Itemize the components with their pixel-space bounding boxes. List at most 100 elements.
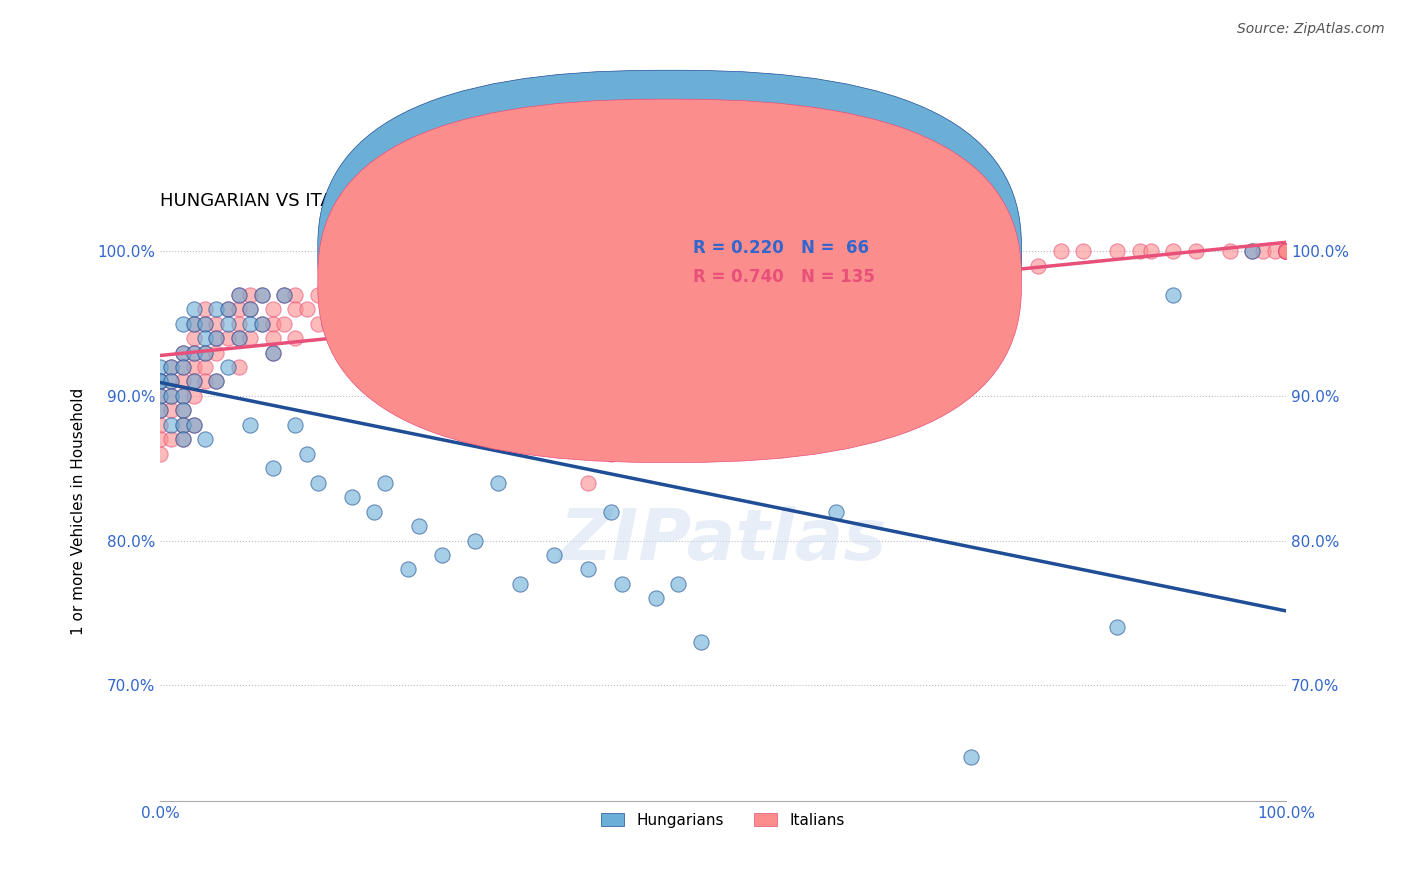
Point: [531, 287, 554, 301]
Point: [160, 375, 183, 389]
Point: [149, 375, 172, 389]
Point: [1185, 244, 1208, 259]
Point: [1275, 244, 1298, 259]
Point: [486, 287, 509, 301]
Point: [228, 302, 250, 317]
Point: [644, 591, 666, 606]
Point: [149, 359, 172, 374]
Point: [1275, 244, 1298, 259]
Point: [396, 302, 419, 317]
Point: [295, 447, 318, 461]
Point: [464, 533, 486, 548]
Point: [599, 505, 621, 519]
Point: [160, 389, 183, 403]
Point: [183, 331, 205, 345]
Point: [149, 389, 172, 403]
Point: [239, 302, 262, 317]
Point: [329, 317, 352, 331]
Point: [666, 577, 689, 591]
Point: [205, 317, 228, 331]
Point: [250, 287, 273, 301]
Point: [824, 505, 846, 519]
Point: [295, 302, 318, 317]
Point: [1275, 244, 1298, 259]
FancyBboxPatch shape: [638, 228, 908, 306]
Point: [239, 302, 262, 317]
Point: [1275, 244, 1298, 259]
Point: [993, 259, 1015, 273]
Point: [205, 375, 228, 389]
Point: [183, 417, 205, 432]
Point: [621, 302, 644, 317]
Point: [205, 375, 228, 389]
Point: [205, 331, 228, 345]
Point: [172, 317, 194, 331]
Point: [576, 562, 599, 576]
Point: [262, 345, 284, 359]
Point: [408, 287, 430, 301]
Point: [1241, 244, 1264, 259]
Point: [1275, 244, 1298, 259]
Point: [1264, 244, 1286, 259]
Point: [183, 389, 205, 403]
Point: [172, 433, 194, 447]
Point: [498, 287, 520, 301]
Point: [228, 287, 250, 301]
Point: [655, 287, 678, 301]
Point: [689, 287, 711, 301]
Point: [846, 273, 869, 287]
Point: [194, 433, 217, 447]
Point: [183, 417, 205, 432]
Point: [149, 447, 172, 461]
Legend: Hungarians, Italians: Hungarians, Italians: [595, 806, 851, 834]
Point: [273, 287, 295, 301]
Point: [959, 259, 981, 273]
Point: [228, 331, 250, 345]
Point: [273, 287, 295, 301]
Point: [1140, 244, 1163, 259]
Point: [172, 403, 194, 417]
Point: [149, 403, 172, 417]
Point: [149, 389, 172, 403]
Point: [183, 375, 205, 389]
Point: [666, 287, 689, 301]
Point: [520, 287, 543, 301]
Point: [262, 302, 284, 317]
Point: [903, 259, 925, 273]
Point: [363, 505, 385, 519]
Point: [172, 389, 194, 403]
Point: [194, 345, 217, 359]
Point: [396, 562, 419, 576]
Point: [228, 331, 250, 345]
Point: [824, 273, 846, 287]
Point: [599, 447, 621, 461]
Point: [205, 345, 228, 359]
Point: [284, 417, 307, 432]
Point: [307, 287, 329, 301]
Point: [1275, 244, 1298, 259]
Point: [565, 287, 588, 301]
Text: R = 0.220   N =  66: R = 0.220 N = 66: [693, 239, 869, 258]
Point: [363, 302, 385, 317]
Point: [1275, 244, 1298, 259]
Point: [172, 403, 194, 417]
Point: [250, 287, 273, 301]
Point: [430, 287, 453, 301]
Point: [340, 317, 363, 331]
Point: [262, 331, 284, 345]
Point: [711, 273, 734, 287]
Point: [1253, 244, 1275, 259]
Point: [486, 475, 509, 490]
Point: [160, 359, 183, 374]
Point: [543, 287, 565, 301]
Point: [194, 302, 217, 317]
Point: [172, 345, 194, 359]
Point: [1241, 244, 1264, 259]
Point: [160, 403, 183, 417]
Point: [172, 433, 194, 447]
Point: [318, 287, 340, 301]
Point: [160, 359, 183, 374]
Point: [1219, 244, 1241, 259]
Point: [194, 375, 217, 389]
Point: [1275, 244, 1298, 259]
